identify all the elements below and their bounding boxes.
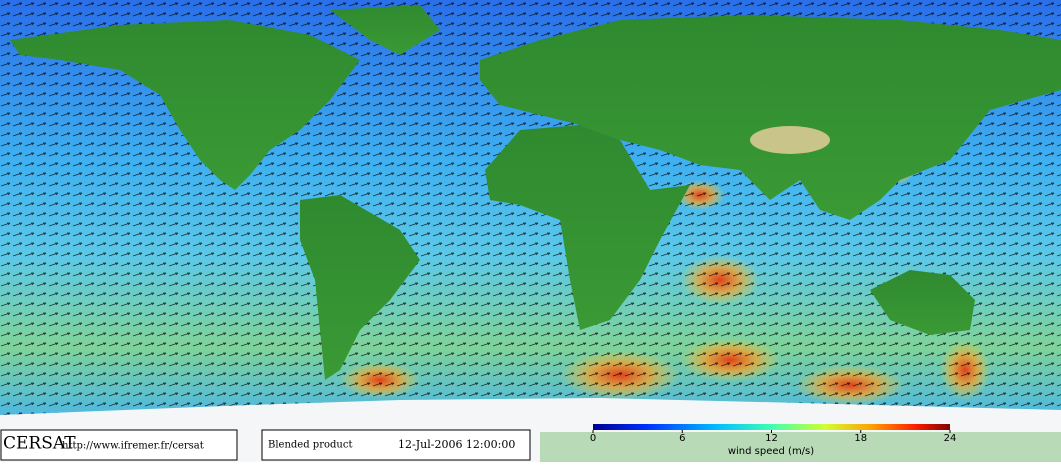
colorbar-tick-label: 0	[590, 433, 596, 444]
url: http://www.ifremer.fr/cersat	[62, 441, 204, 452]
continents	[10, 5, 1061, 380]
timestamp: 12-Jul-2006 12:00:00	[398, 438, 515, 451]
antarctic-terrain	[540, 432, 1061, 462]
colorbar-tick-label: 12	[765, 433, 778, 444]
logo: CERSAT	[3, 434, 76, 454]
info-box	[261, 429, 531, 461]
colorbar-label: wind speed (m/s)	[728, 446, 814, 457]
colorbar: wind speed (m/s) 0 6 12 18 24	[590, 424, 957, 457]
colorbar-tick-label: 24	[944, 433, 957, 444]
colorbar-ramp	[593, 424, 950, 430]
product: Blended product	[268, 440, 352, 451]
logo-box	[0, 429, 238, 461]
colorbar-tick-label: 18	[854, 433, 867, 444]
colorbar-tick-label: 6	[679, 433, 685, 444]
